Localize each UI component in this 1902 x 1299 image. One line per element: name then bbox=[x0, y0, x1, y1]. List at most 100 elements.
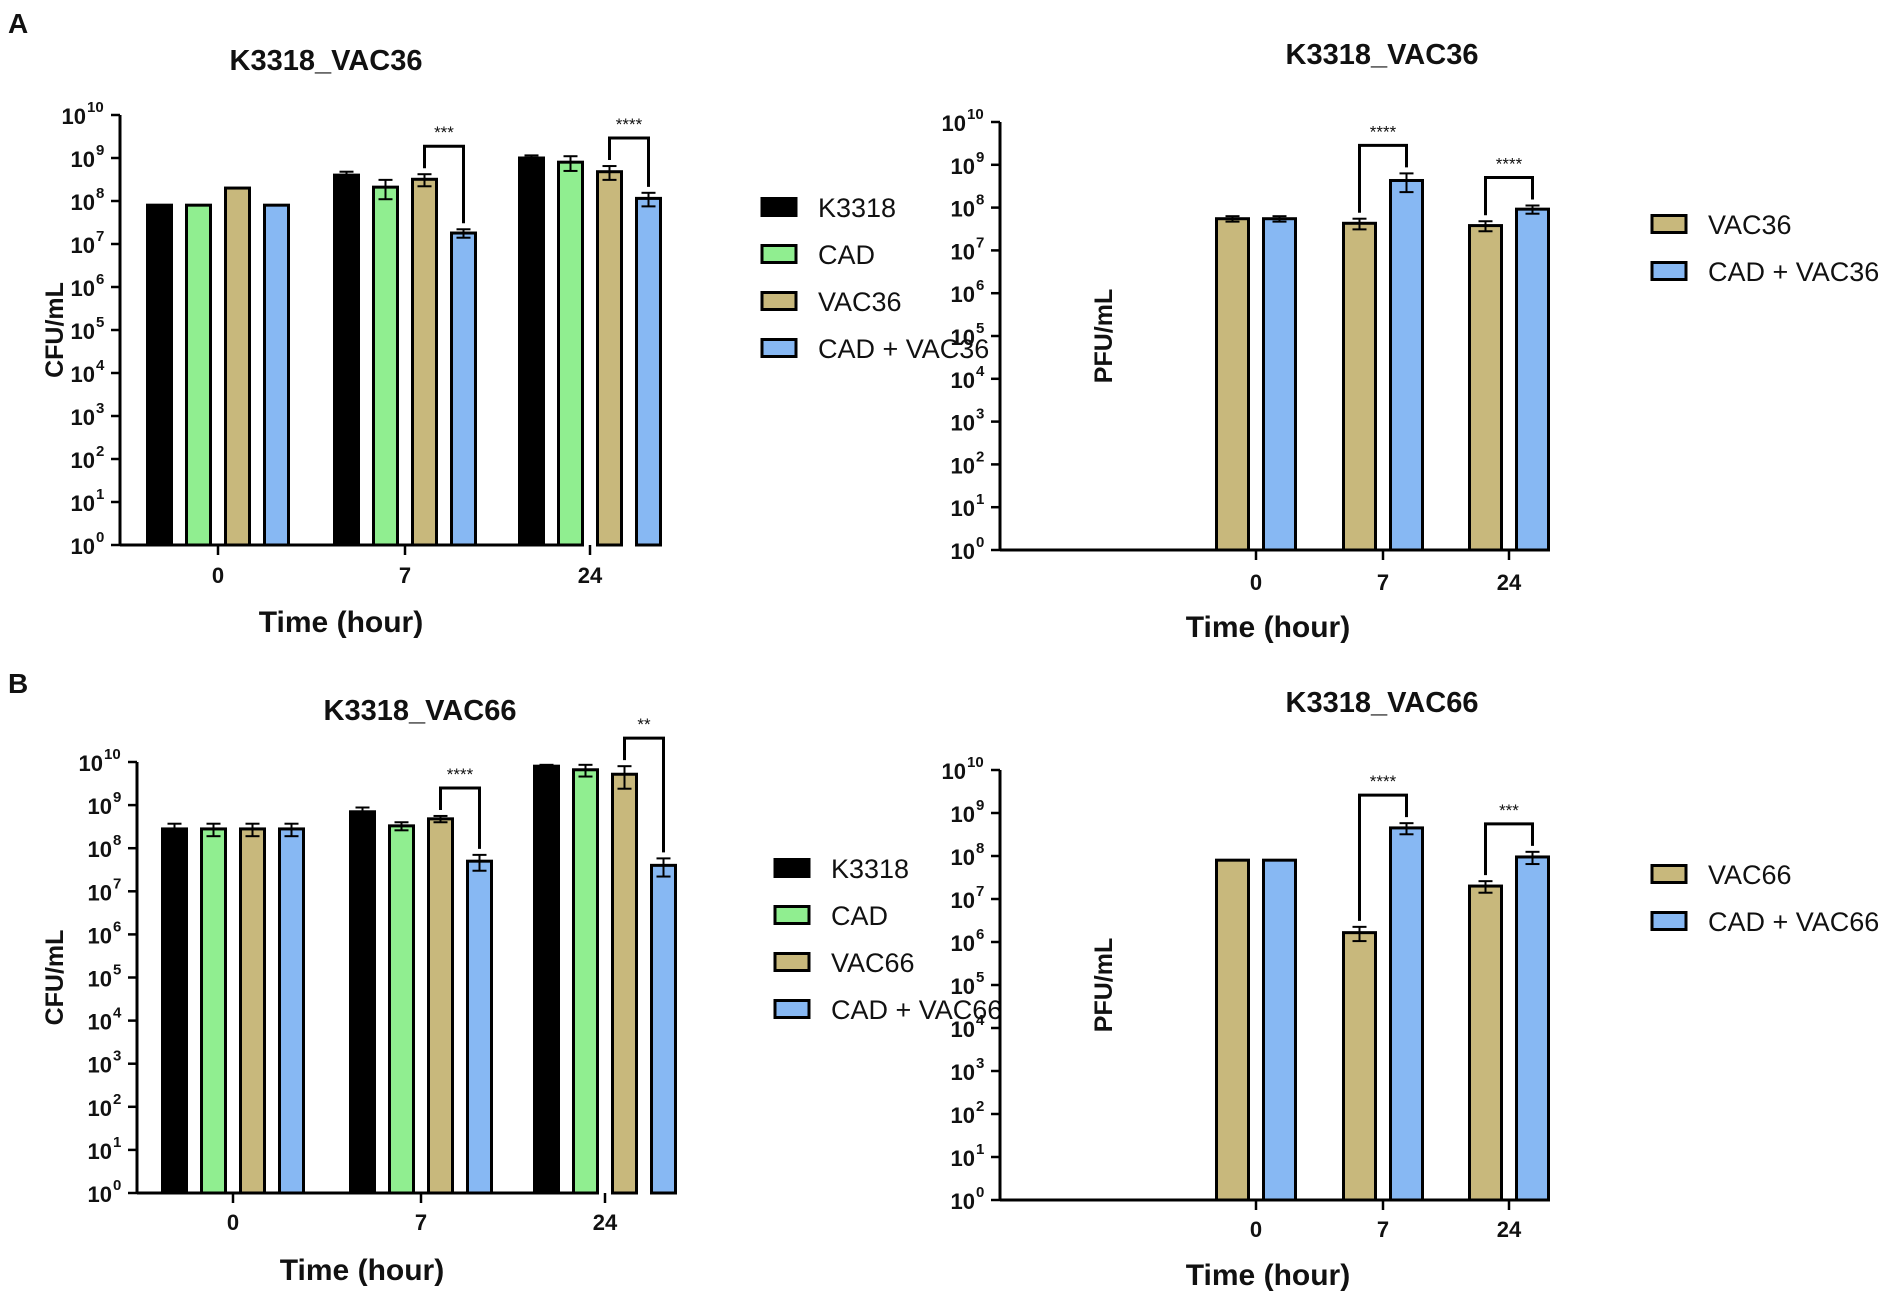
y-tick-exponent: 1 bbox=[976, 491, 984, 508]
y-tick-exponent: 9 bbox=[976, 797, 984, 814]
significance-bracket bbox=[1358, 143, 1408, 213]
significance-label: *** bbox=[1499, 801, 1519, 820]
y-tick-exponent: 8 bbox=[976, 192, 984, 209]
panel-label-a: A bbox=[8, 8, 28, 39]
bar bbox=[1515, 207, 1550, 552]
bar bbox=[533, 764, 560, 1195]
y-tick-exponent: 9 bbox=[96, 142, 104, 159]
y-tick-exponent: 10 bbox=[967, 754, 984, 771]
y-tick-label: 10 bbox=[71, 448, 95, 473]
chart-title: K3318_VAC66 bbox=[324, 695, 517, 727]
y-tick-label: 10 bbox=[88, 1053, 112, 1078]
significance-label: *** bbox=[434, 123, 454, 142]
legend-swatch bbox=[773, 952, 811, 972]
bar bbox=[1515, 855, 1550, 1202]
bar bbox=[1342, 931, 1377, 1202]
y-tick-label: 10 bbox=[88, 923, 112, 948]
bar bbox=[263, 203, 290, 547]
bar bbox=[1389, 178, 1424, 552]
bar bbox=[388, 824, 415, 1195]
bar bbox=[278, 827, 305, 1195]
legend-label: CAD bbox=[818, 240, 875, 270]
y-axis-title: PFU/mL bbox=[1090, 938, 1118, 1032]
x-tick-label: 0 bbox=[227, 1210, 239, 1235]
y-tick-label: 10 bbox=[951, 539, 975, 564]
legend-label: VAC66 bbox=[1708, 860, 1792, 890]
y-axis-title: CFU/mL bbox=[41, 930, 69, 1026]
significance-bracket bbox=[623, 736, 665, 853]
y-tick-label: 10 bbox=[951, 1189, 975, 1214]
significance-label: **** bbox=[1370, 772, 1397, 791]
x-tick-label: 0 bbox=[212, 563, 224, 588]
legend-label: K3318 bbox=[818, 193, 896, 223]
x-tick-label: 24 bbox=[1497, 570, 1522, 595]
y-tick-label: 10 bbox=[71, 491, 95, 516]
y-tick-label: 10 bbox=[951, 154, 975, 179]
y-tick-label: 10 bbox=[951, 239, 975, 264]
y-tick-label: 10 bbox=[71, 534, 95, 559]
y-tick-label: 10 bbox=[951, 325, 975, 350]
legend-label: K3318 bbox=[831, 854, 909, 884]
x-tick-label: 7 bbox=[1377, 570, 1389, 595]
y-tick-exponent: 1 bbox=[96, 486, 104, 503]
x-axis-title: Time (hour) bbox=[1186, 611, 1350, 644]
y-tick-label: 10 bbox=[951, 845, 975, 870]
legend-label: VAC36 bbox=[1708, 210, 1792, 240]
bar bbox=[1262, 858, 1297, 1202]
x-axis-title: Time (hour) bbox=[259, 606, 423, 639]
significance-bracket bbox=[1358, 793, 1408, 921]
legend-swatch bbox=[1650, 911, 1688, 931]
y-tick-label: 10 bbox=[88, 1139, 112, 1164]
y-tick-label: 10 bbox=[951, 1146, 975, 1171]
panel-label-b: B bbox=[8, 668, 28, 699]
y-tick-exponent: 2 bbox=[976, 448, 984, 465]
bar bbox=[146, 203, 173, 547]
x-axis-title: Time (hour) bbox=[280, 1254, 444, 1287]
x-tick-label: 7 bbox=[415, 1210, 427, 1235]
significance-label: **** bbox=[447, 765, 474, 784]
legend-label: CAD + VAC36 bbox=[1708, 257, 1879, 287]
legend-swatch bbox=[760, 244, 798, 264]
chart-title: K3318_VAC66 bbox=[1286, 687, 1479, 719]
y-tick-label: 10 bbox=[951, 888, 975, 913]
y-tick-exponent: 5 bbox=[976, 320, 984, 337]
y-tick-label: 10 bbox=[951, 411, 975, 436]
bar bbox=[596, 170, 623, 547]
legend-swatch bbox=[1650, 864, 1688, 884]
y-tick-exponent: 3 bbox=[976, 406, 984, 423]
y-tick-exponent: 0 bbox=[96, 529, 104, 546]
bar bbox=[1215, 217, 1250, 552]
y-tick-exponent: 3 bbox=[976, 1055, 984, 1072]
y-tick-exponent: 7 bbox=[976, 234, 984, 251]
bar bbox=[239, 827, 266, 1195]
x-tick-label: 24 bbox=[1497, 1217, 1522, 1242]
chart-title: K3318_VAC36 bbox=[1286, 39, 1479, 71]
y-axis-title: PFU/mL bbox=[1090, 289, 1118, 383]
y-tick-exponent: 7 bbox=[976, 883, 984, 900]
legend-swatch bbox=[773, 905, 811, 925]
significance-bracket bbox=[423, 144, 465, 224]
legend-label: CAD bbox=[831, 901, 888, 931]
y-tick-label: 10 bbox=[88, 880, 112, 905]
y-tick-label: 10 bbox=[951, 802, 975, 827]
y-tick-exponent: 2 bbox=[113, 1091, 121, 1108]
x-tick-label: 24 bbox=[578, 563, 603, 588]
y-tick-label: 10 bbox=[951, 931, 975, 956]
x-tick-label: 24 bbox=[593, 1210, 618, 1235]
bar bbox=[572, 768, 599, 1195]
y-tick-exponent: 3 bbox=[113, 1048, 121, 1065]
y-tick-exponent: 5 bbox=[113, 962, 121, 979]
significance-bracket bbox=[1484, 822, 1534, 876]
x-tick-label: 7 bbox=[399, 563, 411, 588]
y-tick-label: 10 bbox=[951, 1103, 975, 1128]
significance-label: ** bbox=[637, 715, 651, 734]
x-tick-label: 0 bbox=[1250, 1217, 1262, 1242]
legend-swatch bbox=[773, 858, 811, 878]
y-tick-exponent: 5 bbox=[976, 969, 984, 986]
